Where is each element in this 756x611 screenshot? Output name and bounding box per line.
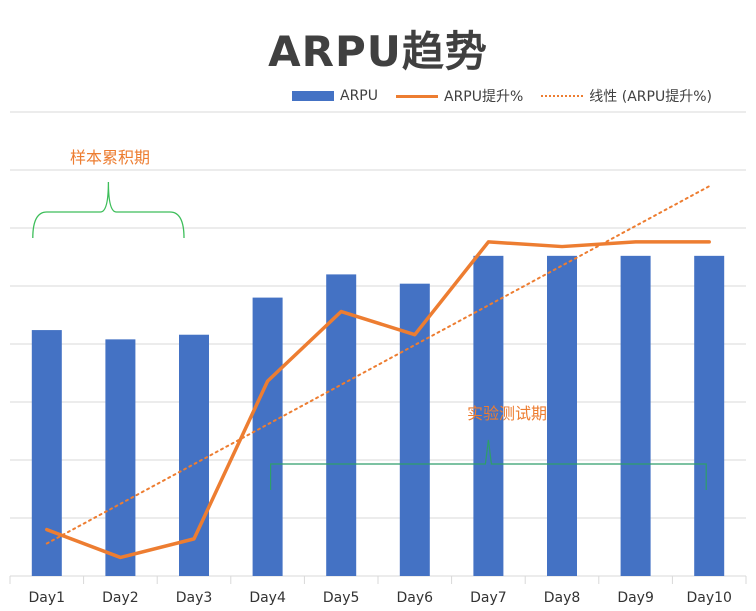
bar-day4: [252, 297, 283, 576]
annotation-brackets: [32, 181, 707, 490]
x-axis-ticks: Day1 Day2 Day3 Day4 Day5 Day6 Day7 Day8 Day9 Day1…: [29, 590, 732, 606]
x-tick-label-day6: Day6: [397, 590, 434, 606]
legend-label-trend: 线性 (ARPU提升%): [589, 89, 712, 105]
trendline-series: [45, 185, 711, 545]
lift-line: [45, 240, 711, 560]
x-tick-label-day8: Day8: [544, 590, 581, 606]
lift-point-day4: [267, 380, 269, 382]
legend: ARPU ARPU提升% 线性 (ARPU提升%): [292, 86, 730, 106]
trendline: [45, 185, 711, 545]
x-tick-label-day4: Day4: [249, 590, 286, 606]
legend-label-lift: ARPU提升%: [444, 89, 524, 105]
bar-day6: [399, 283, 430, 576]
x-tick-label-day10: Day10: [686, 590, 731, 606]
bar-day7: [473, 255, 504, 576]
lift-point-day3: [193, 538, 195, 540]
bar-day1: [31, 330, 62, 576]
lift-point-day9: [635, 241, 637, 243]
legend-item-arpu: ARPU: [292, 88, 378, 104]
legend-item-trend: 线性 (ARPU提升%): [541, 86, 712, 106]
lift-point-day2: [119, 556, 121, 558]
lift-point-day5: [340, 311, 342, 313]
lift-point-day7: [487, 241, 489, 243]
bar-series: [31, 255, 725, 576]
bar-day10: [694, 255, 725, 576]
legend-swatch-bar: [292, 91, 334, 101]
bar-day2: [105, 339, 136, 576]
chart-title: ARPU趋势: [268, 27, 488, 76]
bar-day5: [326, 274, 357, 576]
x-tick-label-day5: Day5: [323, 590, 360, 606]
line-series: [45, 240, 711, 560]
legend-swatch-line: [396, 94, 438, 98]
x-tick-label-day1: Day1: [29, 590, 66, 606]
lift-point-day6: [414, 334, 416, 336]
lift-point-day8: [561, 246, 563, 248]
x-tick-label-day3: Day3: [176, 590, 213, 606]
bracket-sample-period: [32, 181, 185, 239]
bar-day8: [547, 255, 577, 576]
bar-day9: [620, 255, 651, 576]
legend-label-arpu: ARPU: [340, 88, 378, 104]
legend-swatch-trend: [541, 95, 584, 97]
annotation-sample-period: 样本累积期: [70, 148, 151, 167]
x-tick-label-day9: Day9: [617, 590, 654, 606]
x-tick-label-day2: Day2: [102, 590, 139, 606]
legend-item-lift: ARPU提升%: [396, 86, 523, 106]
lift-point-day1: [46, 529, 48, 531]
lift-point-day10: [708, 241, 710, 243]
x-tick-label-day7: Day7: [470, 590, 507, 606]
bracket-test-period: [270, 439, 707, 490]
annotation-test-period: 实验测试期: [467, 404, 548, 423]
